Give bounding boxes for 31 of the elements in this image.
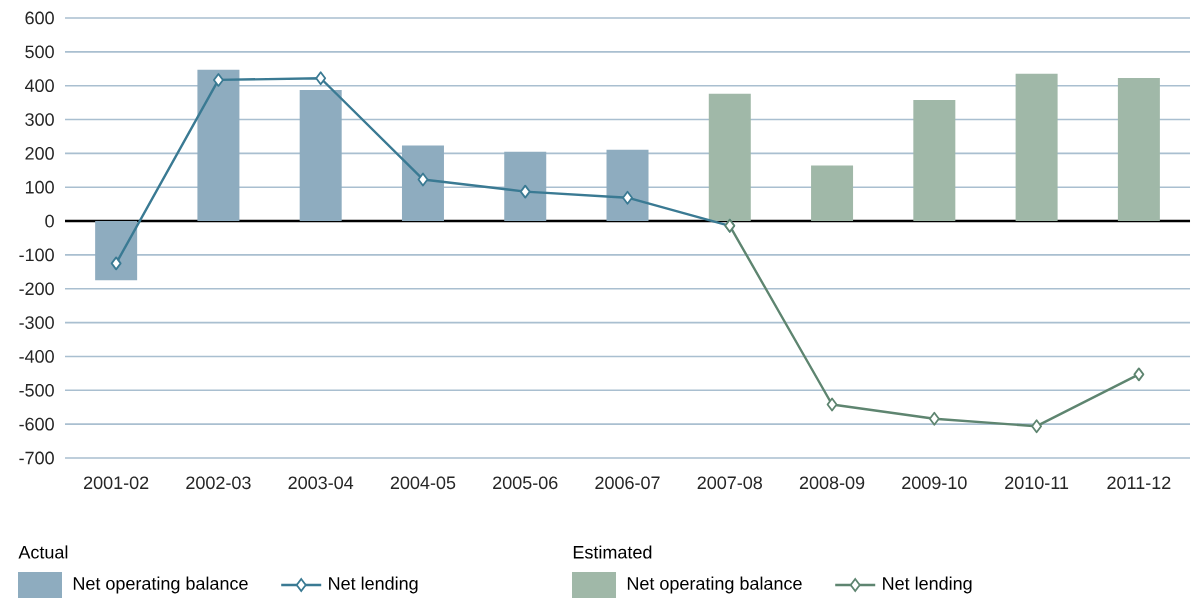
x-tick-label: 2010-11 [1005,476,1069,490]
y-tick-label: -100 [19,248,54,262]
y-tick-label: -500 [19,383,54,397]
x-tick-label: 2009-10 [902,476,967,490]
y-tick-label: 100 [25,180,54,194]
y-tick-label: -600 [19,417,54,431]
legend-label: Net lending [883,576,972,594]
text: Estimated [573,545,652,559]
y-tick-label: -200 [19,282,54,296]
text: Actual [18,545,68,559]
y-tick-label: 300 [25,113,54,126]
x-tick-label: 2008-09 [799,476,865,490]
y-tick-label: 200 [25,146,54,160]
y-tick-label: -300 [19,316,54,329]
y-tick-label: 500 [25,45,54,59]
x-tick-label: 2011-12 [1107,476,1171,490]
y-tick-label: 400 [24,79,54,93]
y-tick-label: -400 [19,350,54,363]
x-tick-label: 2005-06 [493,476,558,490]
x-tick-label: 2001-02 [84,476,149,490]
legend-label: Net lending [329,576,418,594]
x-tick-label: 2003-04 [288,476,354,490]
y-tick-label: 0 [45,214,54,228]
legend-label: Net operating balance [73,576,248,594]
x-tick-label: 2006-07 [595,476,660,490]
x-tick-label: 2002-03 [186,476,251,490]
legend-label: Net operating balance [627,576,802,594]
x-tick-label: 2004-05 [390,476,456,490]
y-tick-label: -700 [19,451,54,465]
x-tick-label: 2007-08 [697,476,763,490]
y-tick-label: 600 [25,11,54,25]
